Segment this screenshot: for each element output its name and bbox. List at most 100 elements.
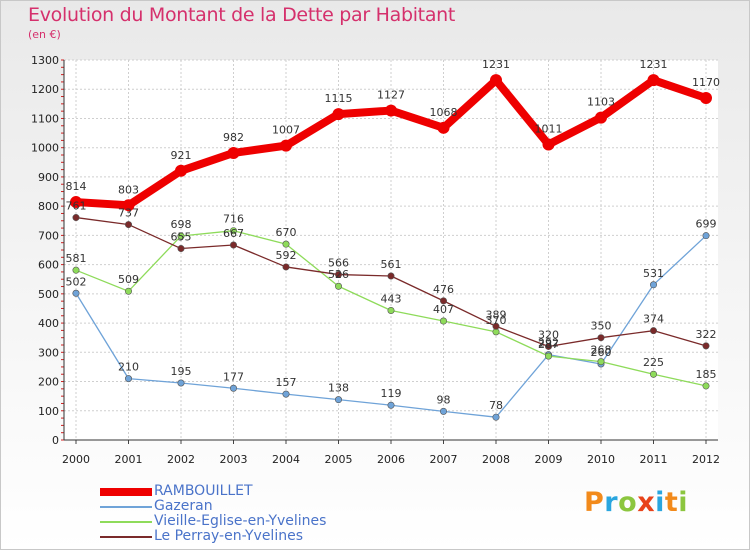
data-point xyxy=(649,370,657,378)
data-point xyxy=(439,297,447,305)
y-tick-label: 400 xyxy=(38,317,59,330)
line-chart: 0 100 200 300 400 500 600 700 800 900 1000 1100 1200… xyxy=(31,54,720,466)
x-tick-label: 2003 xyxy=(220,453,248,466)
data-point xyxy=(544,352,552,360)
data-label: 78 xyxy=(489,399,503,412)
logo-letter: t xyxy=(664,487,679,518)
data-label: 476 xyxy=(433,283,454,296)
x-tick-label: 2002 xyxy=(167,453,195,466)
y-tick-label: 900 xyxy=(38,171,59,184)
data-point xyxy=(597,334,605,342)
data-point xyxy=(282,263,290,271)
legend-swatch xyxy=(100,536,152,538)
y-tick-label: 100 xyxy=(38,405,59,418)
data-label: 561 xyxy=(381,258,402,271)
data-point xyxy=(72,289,80,297)
data-point xyxy=(649,327,657,335)
data-label: 509 xyxy=(118,273,139,286)
data-label: 921 xyxy=(171,149,192,162)
data-point xyxy=(702,232,710,240)
y-tick-label: 300 xyxy=(38,346,59,359)
data-point xyxy=(439,317,447,325)
legend-swatch xyxy=(100,521,152,523)
x-tick-label: 2009 xyxy=(535,453,563,466)
data-point xyxy=(227,146,240,159)
logo-letter: i xyxy=(678,487,689,518)
data-point xyxy=(230,384,238,392)
data-label: 350 xyxy=(591,320,612,333)
data-label: 698 xyxy=(171,218,192,231)
data-label: 581 xyxy=(66,252,87,265)
data-label: 803 xyxy=(118,183,139,196)
data-label: 119 xyxy=(381,387,402,400)
data-point xyxy=(702,382,710,390)
y-tick-label: 200 xyxy=(38,376,59,389)
data-point xyxy=(282,240,290,248)
data-point xyxy=(122,199,135,212)
data-label: 526 xyxy=(328,268,349,281)
data-point xyxy=(544,342,552,350)
data-label: 670 xyxy=(276,226,297,239)
data-label: 320 xyxy=(538,328,559,341)
legend-label: Gazeran xyxy=(154,498,213,514)
data-point xyxy=(230,241,238,249)
data-label: 138 xyxy=(328,382,349,395)
data-label: 566 xyxy=(328,257,349,270)
data-label: 268 xyxy=(591,344,612,357)
logo-letter: x xyxy=(637,487,656,518)
data-point xyxy=(490,74,502,87)
data-point xyxy=(387,272,395,280)
data-label: 1115 xyxy=(325,92,353,105)
data-point xyxy=(542,138,555,151)
data-point xyxy=(175,164,187,177)
data-label: 667 xyxy=(223,227,244,240)
x-tick-label: 2001 xyxy=(115,453,143,466)
data-point xyxy=(125,221,133,229)
x-tick-label: 2008 xyxy=(482,453,510,466)
legend-label: RAMBOUILLET xyxy=(154,483,253,499)
x-tick-label: 2004 xyxy=(272,453,300,466)
data-point xyxy=(700,92,712,104)
chart-subtitle: (en €) xyxy=(28,28,61,41)
data-label: 716 xyxy=(223,213,244,226)
data-label: 1007 xyxy=(272,124,300,137)
logo-letter: P xyxy=(584,487,605,518)
x-tick-label: 2010 xyxy=(587,453,615,466)
logo-letter: i xyxy=(655,487,665,518)
logo-letter: o xyxy=(618,487,638,518)
y-tick-label: 800 xyxy=(38,200,59,213)
data-point xyxy=(177,379,185,387)
data-point xyxy=(280,139,292,152)
data-label: 443 xyxy=(381,293,402,306)
data-label: 592 xyxy=(276,249,297,262)
data-label: 287 xyxy=(538,338,559,351)
y-tick-label: 1100 xyxy=(31,112,59,125)
data-point xyxy=(702,342,710,350)
data-point xyxy=(492,322,500,330)
x-tick-label: 2000 xyxy=(62,453,90,466)
x-tick-label: 2011 xyxy=(640,453,668,466)
data-label: 1103 xyxy=(587,96,615,109)
data-label: 177 xyxy=(223,370,244,383)
data-label: 157 xyxy=(276,376,297,389)
data-label: 195 xyxy=(171,365,192,378)
data-label: 502 xyxy=(66,275,87,288)
data-label: 737 xyxy=(118,207,139,220)
data-label: 210 xyxy=(118,361,139,374)
data-point xyxy=(334,396,342,404)
data-point xyxy=(385,104,397,117)
data-point xyxy=(437,121,450,134)
data-label: 292 xyxy=(538,337,559,350)
data-point xyxy=(125,287,133,295)
data-label: 1127 xyxy=(377,89,405,102)
y-tick-label: 600 xyxy=(38,259,59,272)
legend-label: Vieille-Eglise-en-Yvelines xyxy=(154,513,327,529)
data-point xyxy=(72,266,80,274)
data-point xyxy=(387,401,395,409)
y-tick-label: 500 xyxy=(38,288,59,301)
proxiti-logo: Proxiti xyxy=(584,487,688,518)
y-tick-label: 1000 xyxy=(31,142,59,155)
data-label: 699 xyxy=(696,218,717,231)
data-label: 98 xyxy=(437,393,451,406)
data-point xyxy=(439,407,447,415)
